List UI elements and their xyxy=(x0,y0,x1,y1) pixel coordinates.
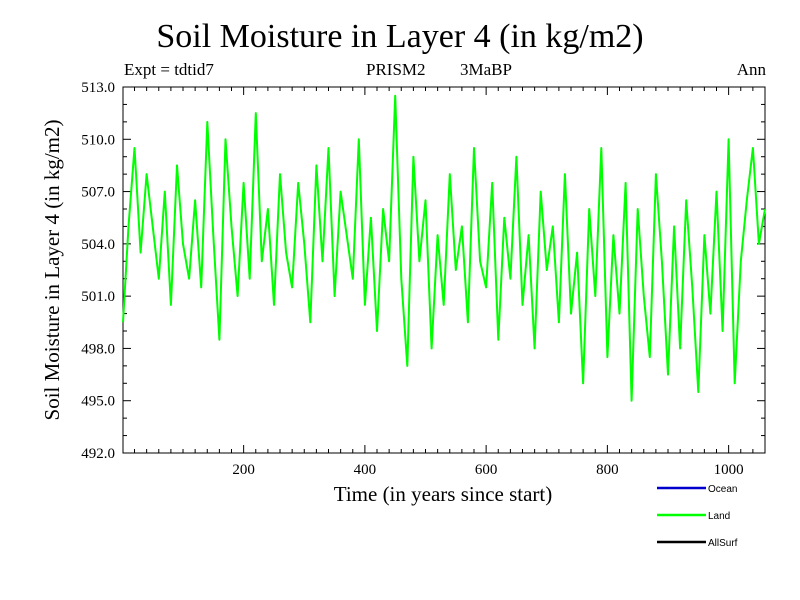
series-layer xyxy=(122,94,766,402)
y-tick-label: 513.0 xyxy=(81,80,115,96)
x-axis-title: Time (in years since start) xyxy=(334,482,553,506)
y-tick-label: 501.0 xyxy=(81,289,115,305)
center-label-1: PRISM2 xyxy=(366,60,426,79)
season-label: Ann xyxy=(736,60,766,79)
center-label-2: 3MaBP xyxy=(460,60,512,79)
legend: Ocean Land AllSurf xyxy=(657,484,738,549)
legend-label-land: Land xyxy=(708,511,730,522)
y-tick-label: 495.0 xyxy=(81,394,115,410)
expt-label: Expt = tdtid7 xyxy=(124,60,214,79)
y-axis-title: Soil Moisture in Layer 4 (in kg/m2) xyxy=(40,120,64,421)
plot-frame xyxy=(122,86,766,454)
legend-label-allsurf: AllSurf xyxy=(708,538,738,549)
x-tick-label: 200 xyxy=(232,462,255,478)
y-tick-label: 498.0 xyxy=(81,341,115,357)
axis-ticks: 492.0 495.0 498.0 501.0 504.0 507.0 510.0 513.0… xyxy=(81,80,766,478)
x-tick-label: 400 xyxy=(354,462,377,478)
chart-title: Soil Moisture in Layer 4 (in kg/m2) xyxy=(156,18,644,55)
y-tick-label: 504.0 xyxy=(81,237,115,253)
y-tick-label: 507.0 xyxy=(81,185,115,201)
series-line-land xyxy=(122,94,766,402)
x-tick-label: 800 xyxy=(596,462,619,478)
y-tick-label: 510.0 xyxy=(81,132,115,148)
x-tick-label: 1000 xyxy=(714,462,744,478)
x-tick-label: 600 xyxy=(475,462,498,478)
legend-label-ocean: Ocean xyxy=(708,484,737,495)
y-tick-label: 492.0 xyxy=(81,446,115,462)
